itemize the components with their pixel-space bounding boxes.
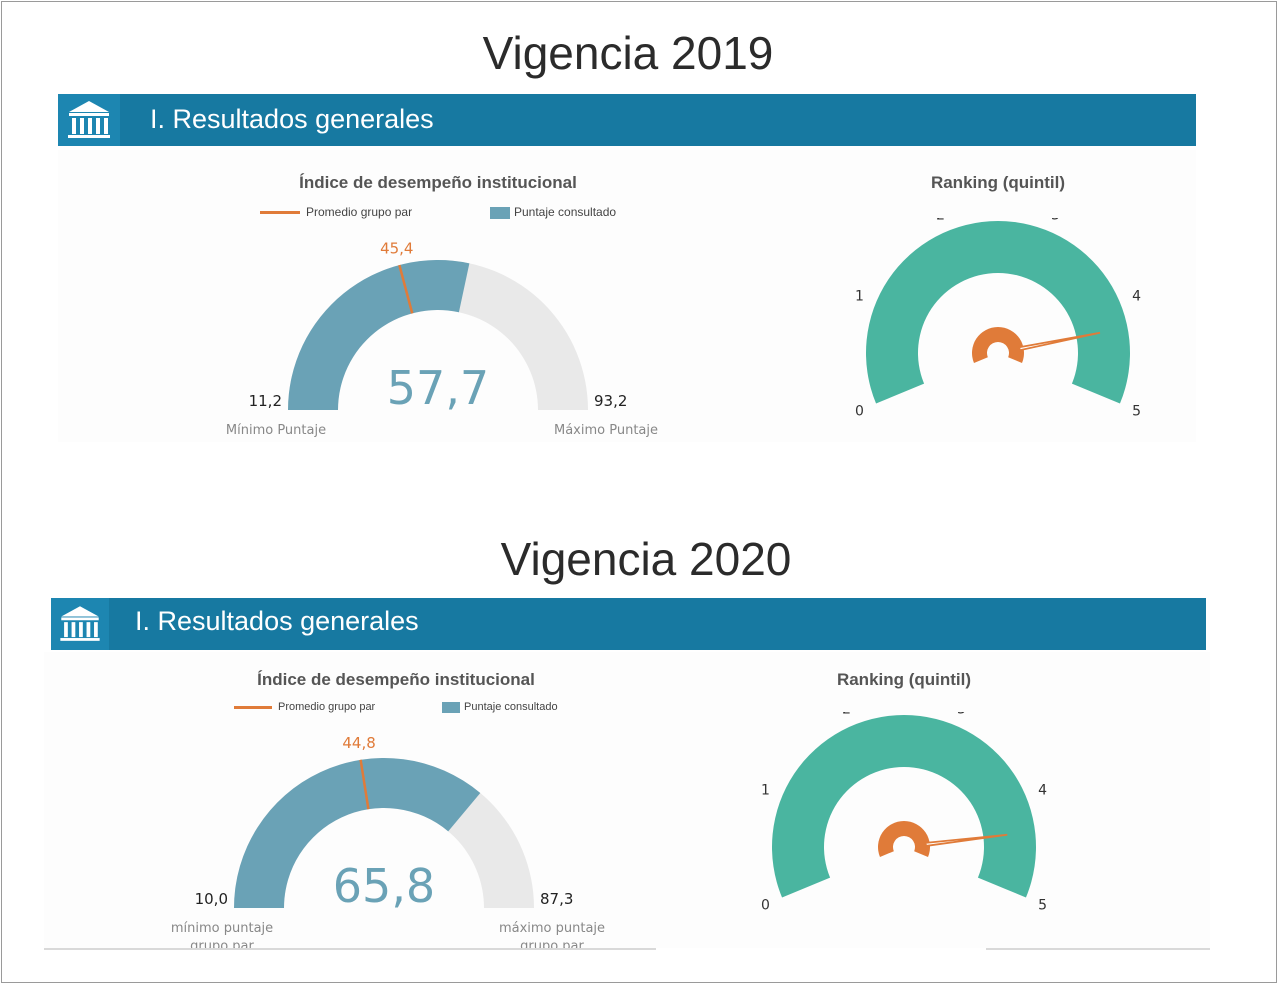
gauge-title-2019: Índice de desempeño institucional xyxy=(299,173,577,192)
gauge-max-label: 93,2 xyxy=(594,392,627,410)
ranking-tick-label: 0 xyxy=(761,897,770,913)
gauge-min-caption: grupo par xyxy=(190,939,254,948)
ranking-tick-label: 0 xyxy=(855,403,864,419)
results-banner-2019: I. Resultados generales xyxy=(58,94,1196,146)
legend-box-swatch xyxy=(442,701,460,713)
legend-puntaje-2019: Puntaje consultado xyxy=(490,205,616,219)
ranking-needle xyxy=(1018,331,1101,352)
gauge-value-label: 65,8 xyxy=(333,859,435,913)
gauge-max-caption: Máximo Puntaje xyxy=(554,423,658,438)
legend-box-swatch xyxy=(490,206,510,219)
gauge-reference-marker xyxy=(359,759,370,810)
gauge-value-label: 57,7 xyxy=(387,361,489,415)
ranking-tick-label: 5 xyxy=(1132,403,1141,419)
gauge-min-label: 11,2 xyxy=(249,392,282,410)
results-banner-2020: I. Resultados generales xyxy=(51,598,1206,650)
ranking-chart-2019: 0 1 2 3 4 5 xyxy=(855,218,1141,419)
gauge-reference-label: 45,4 xyxy=(380,239,413,257)
banner-icon-box xyxy=(58,94,120,146)
banner-icon-box xyxy=(51,598,109,650)
legend-box-label: Puntaje consultado xyxy=(514,205,617,219)
banner-label: I. Resultados generales xyxy=(150,104,434,134)
ranking-title-2019: Ranking (quintil) xyxy=(930,173,1066,192)
ranking-chart-2020: 0 1 2 3 4 5 xyxy=(761,712,1047,913)
gauge-min-label: 10,0 xyxy=(195,890,228,908)
legend-line-swatch xyxy=(260,211,300,215)
legend-line-label: Promedio grupo par xyxy=(278,701,376,713)
section-heading-2020: Vigencia 2020 xyxy=(500,533,792,585)
gauge-max-caption: máximo puntaje xyxy=(499,921,605,936)
ranking-tick-label: 4 xyxy=(1132,289,1141,305)
ranking-tick-label: 2 xyxy=(936,218,945,223)
institution-building-icon xyxy=(60,606,100,641)
section-heading-2019: Vigencia 2019 xyxy=(482,27,774,79)
gauge-value-arc xyxy=(234,758,481,908)
ranking-tick-label: 1 xyxy=(761,783,770,799)
panel-bottom-rule-left xyxy=(44,948,656,950)
ranking-tick-label: 4 xyxy=(1038,783,1047,799)
gauge-chart-2019: 45,4 57,7 11,2 93,2 Mínimo Puntaje Máximo Pun… xyxy=(226,239,658,438)
gauge-min-caption: Mínimo Puntaje xyxy=(226,423,326,438)
legend-promedio-2020: Promedio grupo par xyxy=(234,701,375,713)
gauge-max-label: 87,3 xyxy=(540,890,573,908)
legend-box-label: Puntaje consultado xyxy=(464,701,558,713)
panel-2019 xyxy=(58,150,1196,442)
ranking-tick-label: 2 xyxy=(842,712,851,717)
gauge-chart-2020: 44,8 65,8 10,0 87,3 mínimo puntaje grupo par m… xyxy=(171,734,605,948)
banner-label: I. Resultados generales xyxy=(135,606,419,636)
gauge-max-caption: grupo par xyxy=(520,939,584,948)
ranking-tick-label: 5 xyxy=(1038,897,1047,913)
gauge-reference-label: 44,8 xyxy=(342,734,375,752)
legend-line-swatch xyxy=(234,705,272,709)
gauge-min-caption: mínimo puntaje xyxy=(171,921,273,936)
institution-building-icon xyxy=(68,101,110,138)
gauge-title-2020: Índice de desempeño institucional xyxy=(257,670,535,689)
ranking-arc xyxy=(772,715,1036,898)
ranking-hub xyxy=(972,327,1024,363)
ranking-tick-label: 1 xyxy=(855,289,864,305)
ranking-tick-label: 3 xyxy=(1051,218,1060,223)
legend-line-label: Promedio grupo par xyxy=(306,205,413,219)
gauge-value-arc xyxy=(288,259,470,410)
ranking-tick-label: 3 xyxy=(957,712,966,717)
ranking-needle xyxy=(924,833,1008,847)
legend-puntaje-2020: Puntaje consultado xyxy=(442,701,558,713)
ranking-hub xyxy=(878,821,930,857)
panel-bottom-rule-right xyxy=(986,948,1210,950)
legend-promedio-2019: Promedio grupo par xyxy=(260,205,412,219)
gauge-reference-marker xyxy=(398,264,414,314)
ranking-title-2020: Ranking (quintil) xyxy=(836,670,972,689)
ranking-arc xyxy=(866,220,1130,404)
